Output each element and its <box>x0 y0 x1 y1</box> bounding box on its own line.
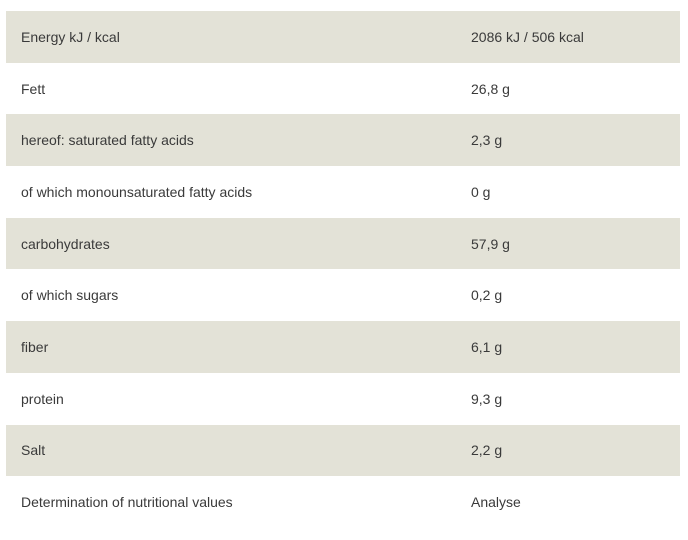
nutrient-value: 2,2 g <box>471 424 680 477</box>
nutrient-name: Fett <box>21 80 46 97</box>
table-row: of which sugars 0,2 g <box>6 269 680 321</box>
nutrient-name: Determination of nutritional values <box>21 494 233 511</box>
nutrient-value: 57,9 g <box>471 217 680 270</box>
nutrition-table: Energy kJ / kcal 2086 kJ / 506 kcal Fett 26… <box>6 11 680 528</box>
nutrient-value: 9,3 g <box>471 390 503 407</box>
nutrient-value: 2,3 g <box>471 114 680 167</box>
nutrient-value: 2086 kJ / 506 kcal <box>471 11 680 63</box>
nutrient-value: 26,8 g <box>471 80 510 97</box>
table-row: fiber 6,1 g <box>6 321 680 373</box>
nutrient-value: 0,2 g <box>471 287 503 304</box>
table-row: Energy kJ / kcal 2086 kJ / 506 kcal <box>6 11 680 63</box>
table-row: of which monounsaturated fatty acids 0 g <box>6 166 680 218</box>
nutrient-value: 0 g <box>471 183 491 200</box>
table-row: Determination of nutritional values Analy… <box>6 476 680 528</box>
nutrient-name: hereof: saturated fatty acids <box>6 114 471 167</box>
table-row: Fett 26,8 g <box>6 63 680 115</box>
table-row: hereof: saturated fatty acids 2,3 g <box>6 114 680 167</box>
nutrient-name: of which sugars <box>21 287 119 304</box>
nutrient-name: of which monounsaturated fatty acids <box>21 183 253 200</box>
nutrient-name: fiber <box>6 321 471 373</box>
nutrient-value: 6,1 g <box>471 321 680 373</box>
nutrient-name: Salt <box>6 424 471 477</box>
nutrient-name: Energy kJ / kcal <box>6 11 471 63</box>
table-row: Salt 2,2 g <box>6 424 680 477</box>
table-row: carbohydrates 57,9 g <box>6 217 680 270</box>
nutrient-value: Analyse <box>471 494 521 511</box>
nutrient-name: protein <box>21 390 64 407</box>
table-row: protein 9,3 g <box>6 373 680 425</box>
nutrient-name: carbohydrates <box>6 217 471 270</box>
